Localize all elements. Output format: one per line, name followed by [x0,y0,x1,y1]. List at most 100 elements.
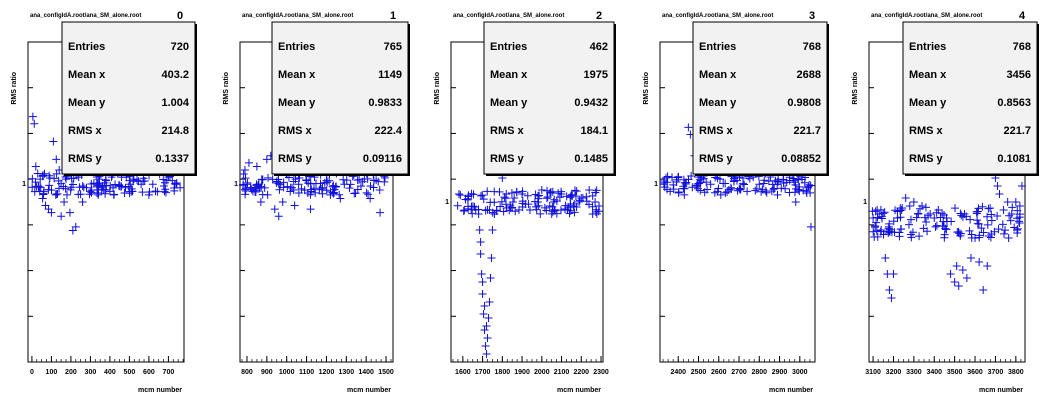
data-point [557,190,566,198]
x-tick-label: 600 [143,369,155,376]
data-point [241,190,250,199]
data-point [562,192,571,201]
data-point [966,215,975,224]
stat-value: 2688 [797,69,821,81]
data-point [868,207,877,216]
x-tick-label: 300 [85,369,97,376]
data-point [105,187,114,196]
x-tick-label: 800 [241,369,253,376]
data-point [376,208,385,217]
data-point [153,187,162,196]
data-point [478,278,487,286]
data-point [464,191,473,200]
data-point [477,270,486,278]
data-point [82,183,91,192]
data-point [98,183,107,192]
data-point [483,334,492,342]
data-point [872,226,881,235]
data-point [912,213,921,222]
data-point [256,198,265,206]
data-point [924,211,933,220]
data-point [71,222,80,231]
data-point [595,202,604,210]
stat-value: 0.08852 [781,153,821,165]
data-point [549,198,558,206]
stat-label: RMS y [909,153,944,165]
stat-value: 765 [384,41,402,53]
data-point [518,202,527,211]
data-point [453,201,462,210]
data-point [975,231,984,240]
data-point [159,182,168,191]
data-point [806,188,815,197]
data-point [966,254,975,262]
data-point [525,206,534,214]
data-point [283,182,292,191]
data-point [767,187,776,196]
data-point [294,180,303,189]
data-point [33,169,42,178]
data-point [176,183,185,192]
data-point [543,186,552,195]
data-point [532,205,541,214]
data-point [510,194,519,202]
data-point [958,266,967,274]
stat-value: 0.9833 [368,97,402,109]
data-point [666,187,675,196]
data-point [483,187,492,196]
data-point [942,225,951,234]
data-point [540,203,549,212]
data-point [239,170,248,179]
data-point [490,187,499,196]
data-point [482,322,491,330]
data-point [172,179,181,188]
data-point [897,206,906,214]
data-point [375,186,384,195]
data-point [318,183,327,192]
data-point [713,187,722,196]
data-point [802,187,811,196]
data-point [323,178,332,187]
stat-label: Mean x [278,69,316,81]
data-point [302,175,311,184]
stat-label: Mean y [68,97,106,109]
stat-label: Entries [699,41,736,53]
data-point [511,207,520,216]
data-point [582,192,591,201]
data-point [478,290,487,298]
x-tick-label: 3100 [865,369,881,376]
x-axis-label: mcm number [138,387,182,394]
x-tick-label: 1600 [455,369,471,376]
data-point [1017,182,1026,190]
data-point [534,194,543,203]
stat-label: Mean y [490,97,528,109]
stat-value: 720 [171,41,189,53]
stats-box [61,21,196,175]
data-point [762,188,771,197]
data-point [109,190,118,199]
data-point [454,190,463,199]
data-point [476,238,485,246]
data-point [138,188,147,197]
data-point [563,206,572,214]
data-point [240,166,249,174]
stat-label: Entries [490,41,527,53]
data-point [306,190,315,199]
stat-value: 3456 [1007,69,1031,81]
data-point [743,187,752,196]
stat-label: RMS x [699,125,734,137]
data-point [258,175,267,184]
data-point [244,158,253,167]
chart-panel-0: ana_configIdA.root/ana_SM_alone.root RMS … [11,10,197,394]
data-point [975,258,984,266]
data-point [953,228,962,237]
data-point [133,176,142,185]
data-point [875,210,884,218]
y-axis-label: RMS ratio [223,72,230,105]
x-tick-label: 500 [124,369,136,376]
data-point [252,162,261,171]
data-point [994,225,1003,234]
stat-value: 462 [590,41,608,53]
data-point [739,179,748,188]
stat-value: 221.7 [793,125,821,137]
